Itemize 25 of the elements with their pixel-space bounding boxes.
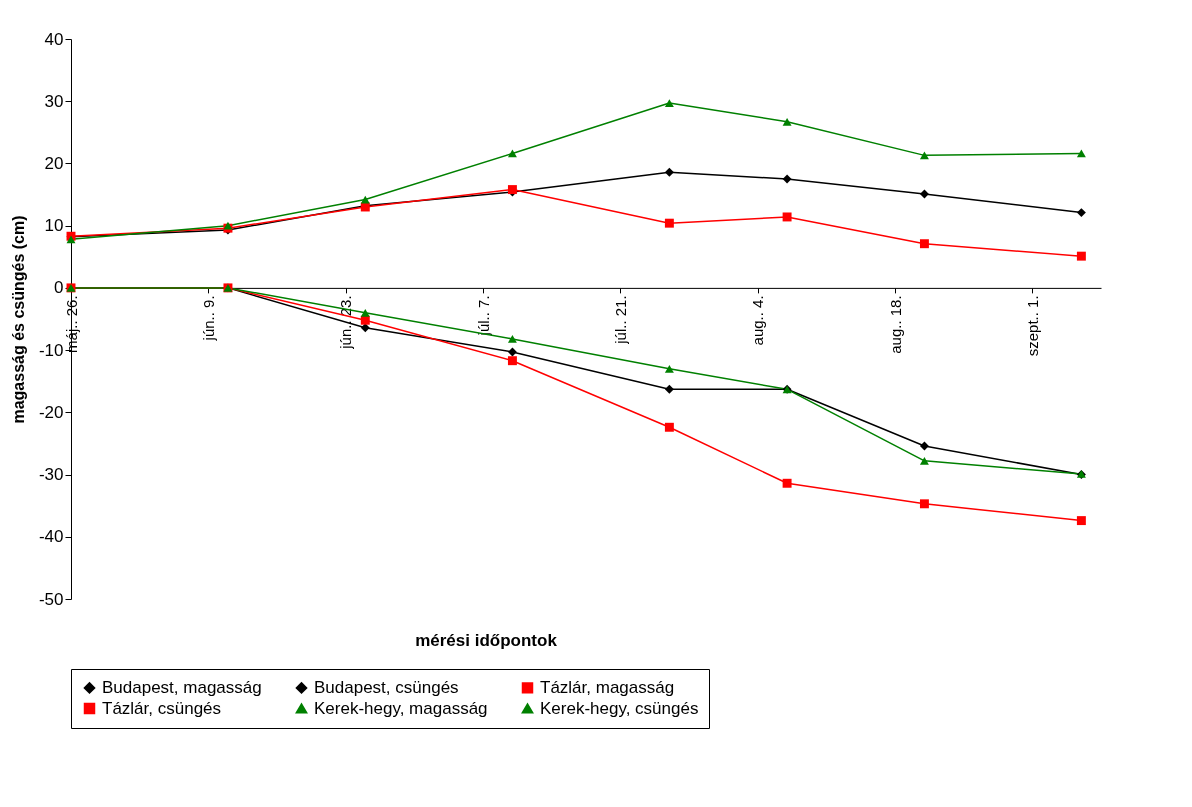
y-tick-label: 40 — [44, 29, 64, 49]
legend-label: Budapest, csüngés — [314, 677, 459, 697]
y-tick-label: 10 — [44, 216, 64, 236]
legend-label: Tázlár, csüngés — [102, 698, 222, 718]
y-axis-title: magasság és csüngés (cm) — [9, 215, 27, 424]
legend-label: Budapest, magasság — [102, 677, 262, 697]
x-tick-label: júl.. 21. — [611, 295, 629, 345]
legend-label: Kerek-hegy, csüngés — [540, 698, 699, 718]
y-tick-label: 0 — [54, 278, 64, 298]
x-tick-label: jún.. 9. — [199, 295, 217, 342]
legend-label: Tázlár, magasság — [540, 677, 675, 697]
x-tick-label: jún.. 23. — [337, 295, 355, 350]
y-tick-label: -40 — [38, 527, 64, 547]
x-tick-label: aug.. 4. — [749, 295, 767, 346]
y-tick-label: -50 — [38, 589, 64, 609]
y-tick-label: -10 — [38, 340, 64, 360]
x-tick-label: júl.. 7. — [474, 295, 492, 337]
y-tick-label: 20 — [44, 153, 64, 173]
y-tick-label: -30 — [38, 465, 64, 485]
y-tick-label: 30 — [44, 91, 64, 111]
x-axis-title: mérési időpontok — [415, 631, 558, 650]
x-tick-label: aug.. 18. — [886, 295, 904, 354]
x-tick-label: szept.. 1. — [1023, 295, 1041, 357]
y-tick-label: -20 — [38, 402, 64, 422]
legend-label: Kerek-hegy, magasság — [314, 698, 488, 718]
